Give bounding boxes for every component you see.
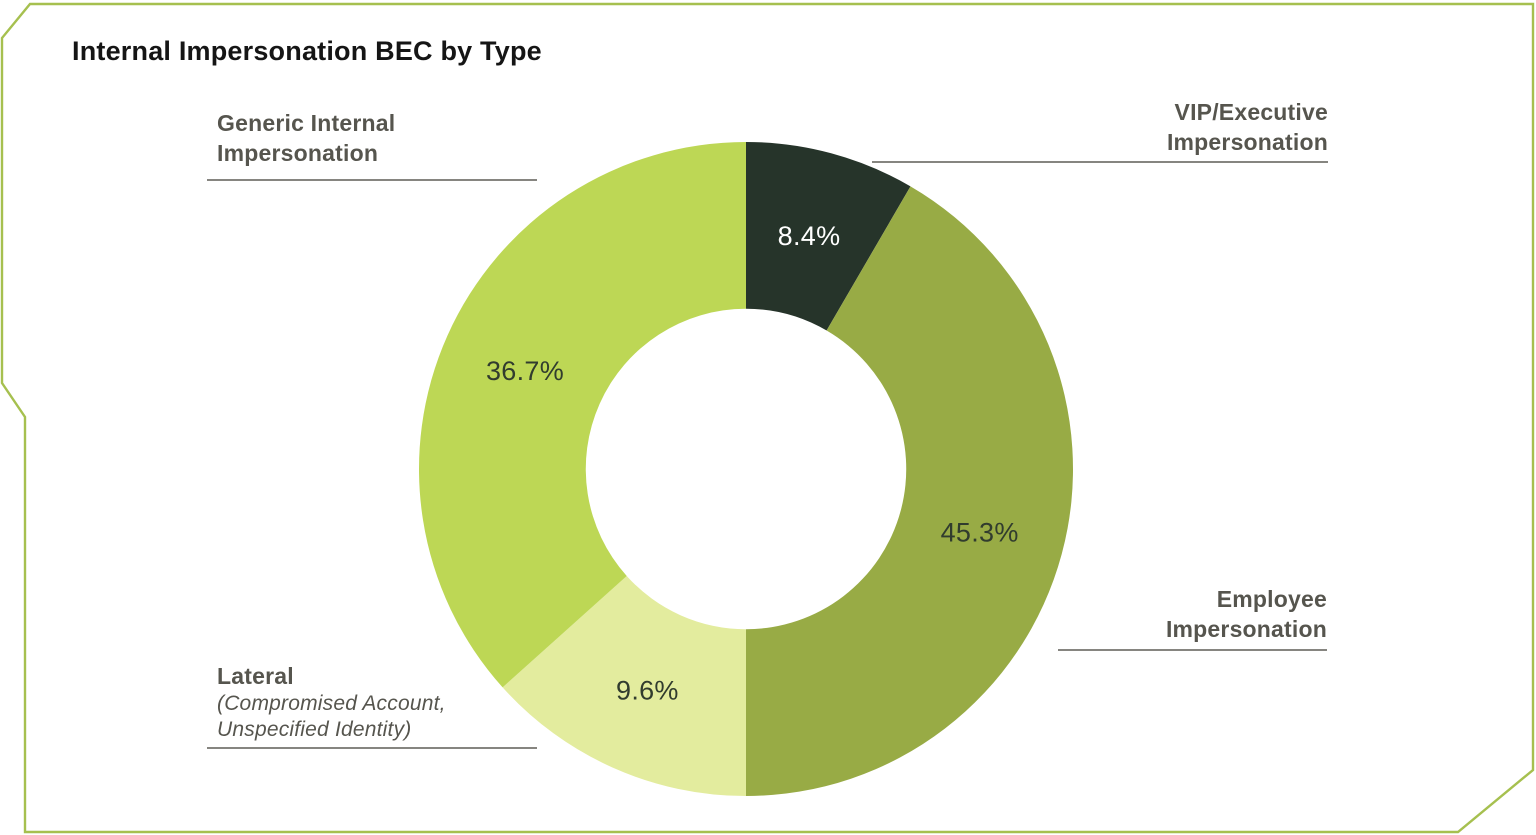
callout-employee-line2: Impersonation <box>1165 616 1327 642</box>
callout-employee-line1: Employee <box>1216 586 1327 612</box>
donut-chart: 8.4% 45.3% 9.6% 36.7% <box>419 142 1074 796</box>
callout-generic-internal-line1: Generic Internal <box>217 110 396 136</box>
callout-vip-executive-line2: Impersonation <box>1166 129 1328 155</box>
callout-employee: Employee Impersonation <box>997 584 1327 644</box>
donut-segment-lateral-compromised-account-unspecified-identity <box>502 576 746 796</box>
callout-vip-executive-line1: VIP/Executive <box>1174 99 1328 125</box>
callout-lateral-sub1: (Compromised Account, <box>217 692 446 715</box>
donut-value-label-vip-executive-impersonation: 8.4% <box>778 221 841 251</box>
donut-value-label-lateral-compromised-account-unspecified-identity: 9.6% <box>616 675 679 705</box>
chart-title: Internal Impersonation BEC by Type <box>72 36 542 66</box>
callout-generic-internal-line2: Impersonation <box>217 140 379 166</box>
donut-value-label-generic-internal-impersonation: 36.7% <box>486 356 564 386</box>
donut-segment-generic-internal-impersonation <box>419 142 746 688</box>
callout-lateral-sub2: Unspecified Identity) <box>217 718 412 741</box>
donut-segment-vip-executive-impersonation <box>746 142 911 331</box>
callout-lateral: Lateral (Compromised Account, Unspecifie… <box>217 661 446 743</box>
donut-value-label-employee-impersonation: 45.3% <box>941 517 1019 547</box>
callout-lateral-title: Lateral <box>217 663 294 689</box>
donut-segment-employee-impersonation <box>746 186 1074 796</box>
callout-vip-executive: VIP/Executive Impersonation <box>998 97 1328 157</box>
callout-generic-internal: Generic Internal Impersonation <box>217 108 395 168</box>
